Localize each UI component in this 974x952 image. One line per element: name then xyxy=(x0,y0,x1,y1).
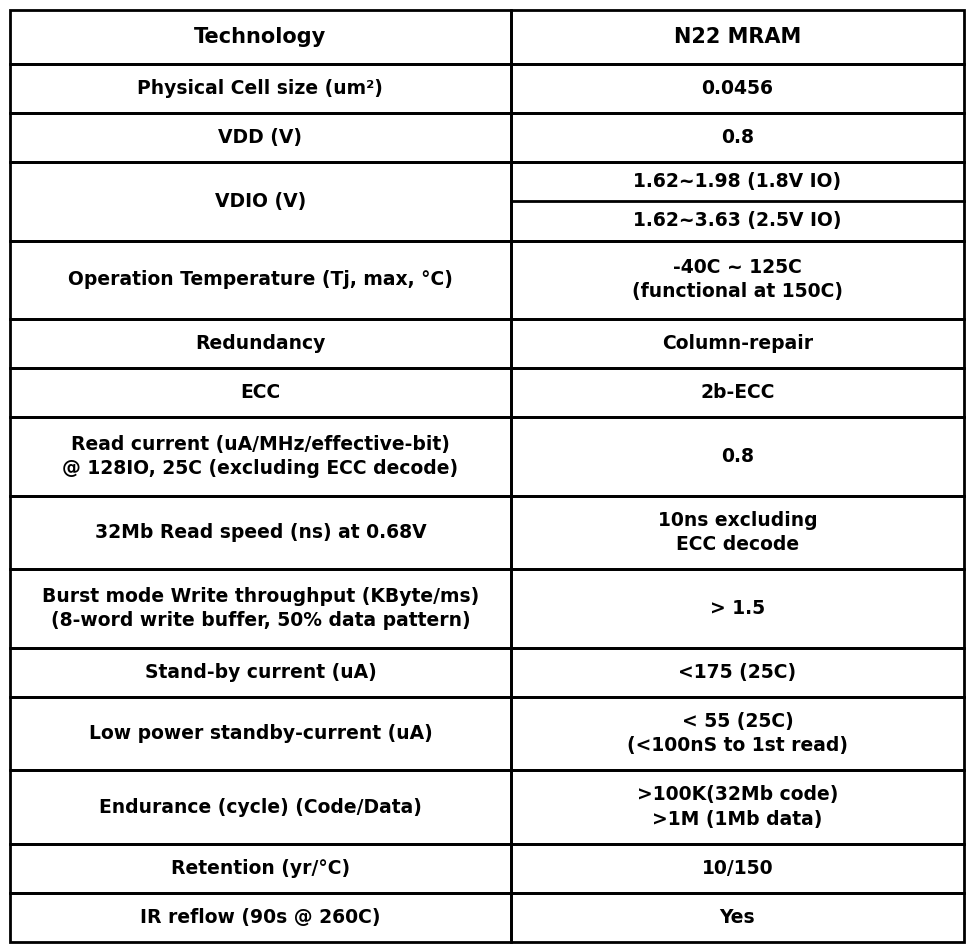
Text: <175 (25C): <175 (25C) xyxy=(678,663,797,682)
Bar xyxy=(10,569,510,647)
Text: 10ns excluding
ECC decode: 10ns excluding ECC decode xyxy=(657,511,817,554)
Bar xyxy=(10,241,510,319)
Bar xyxy=(10,64,510,113)
Bar xyxy=(510,417,964,496)
Bar xyxy=(10,893,510,942)
Bar xyxy=(510,10,964,64)
Text: VDIO (V): VDIO (V) xyxy=(215,191,306,210)
Bar xyxy=(510,162,964,241)
Bar xyxy=(10,368,510,417)
Bar xyxy=(10,770,510,843)
Bar xyxy=(510,843,964,893)
Text: Operation Temperature (Tj, max, °C): Operation Temperature (Tj, max, °C) xyxy=(68,270,453,289)
Text: Physical Cell size (um²): Physical Cell size (um²) xyxy=(137,79,384,98)
Bar xyxy=(10,697,510,770)
Text: ECC: ECC xyxy=(241,383,281,402)
Bar xyxy=(10,843,510,893)
Text: 0.0456: 0.0456 xyxy=(701,79,773,98)
Text: Retention (yr/°C): Retention (yr/°C) xyxy=(170,859,350,878)
Text: -40C ~ 125C
(functional at 150C): -40C ~ 125C (functional at 150C) xyxy=(632,258,843,302)
Bar xyxy=(10,647,510,697)
Bar xyxy=(510,368,964,417)
Bar xyxy=(510,697,964,770)
Text: 1.62~3.63 (2.5V IO): 1.62~3.63 (2.5V IO) xyxy=(633,211,842,230)
Text: Yes: Yes xyxy=(720,908,755,927)
Text: Technology: Technology xyxy=(194,27,326,47)
Bar xyxy=(510,241,964,319)
Bar xyxy=(10,113,510,162)
Bar xyxy=(10,496,510,569)
Bar xyxy=(510,893,964,942)
Text: Burst mode Write throughput (KByte/ms)
(8-word write buffer, 50% data pattern): Burst mode Write throughput (KByte/ms) (… xyxy=(42,586,479,630)
Bar xyxy=(510,64,964,113)
Text: 2b-ECC: 2b-ECC xyxy=(700,383,774,402)
Text: Redundancy: Redundancy xyxy=(195,334,325,353)
Text: VDD (V): VDD (V) xyxy=(218,128,302,147)
Text: >100K(32Mb code)
>1M (1Mb data): >100K(32Mb code) >1M (1Mb data) xyxy=(637,785,838,829)
Bar xyxy=(510,319,964,368)
Text: < 55 (25C)
(<100nS to 1st read): < 55 (25C) (<100nS to 1st read) xyxy=(627,712,848,755)
Text: Low power standby-current (uA): Low power standby-current (uA) xyxy=(89,724,432,743)
Bar xyxy=(10,10,510,64)
Text: N22 MRAM: N22 MRAM xyxy=(674,27,801,47)
Text: 10/150: 10/150 xyxy=(701,859,773,878)
Bar xyxy=(510,647,964,697)
Text: Endurance (cycle) (Code/Data): Endurance (cycle) (Code/Data) xyxy=(99,798,422,817)
Bar xyxy=(10,162,510,241)
Text: > 1.5: > 1.5 xyxy=(710,599,765,618)
Bar xyxy=(10,319,510,368)
Text: Read current (uA/MHz/effective-bit)
@ 128IO, 25C (excluding ECC decode): Read current (uA/MHz/effective-bit) @ 12… xyxy=(62,435,459,478)
Text: 32Mb Read speed (ns) at 0.68V: 32Mb Read speed (ns) at 0.68V xyxy=(94,523,427,542)
Text: 0.8: 0.8 xyxy=(721,128,754,147)
Text: Stand-by current (uA): Stand-by current (uA) xyxy=(144,663,376,682)
Bar xyxy=(510,569,964,647)
Bar xyxy=(510,770,964,843)
Bar xyxy=(10,417,510,496)
Bar xyxy=(510,496,964,569)
Bar xyxy=(510,113,964,162)
Text: 0.8: 0.8 xyxy=(721,446,754,466)
Text: IR reflow (90s @ 260C): IR reflow (90s @ 260C) xyxy=(140,908,381,927)
Text: 1.62~1.98 (1.8V IO): 1.62~1.98 (1.8V IO) xyxy=(633,172,842,191)
Text: Column-repair: Column-repair xyxy=(662,334,813,353)
